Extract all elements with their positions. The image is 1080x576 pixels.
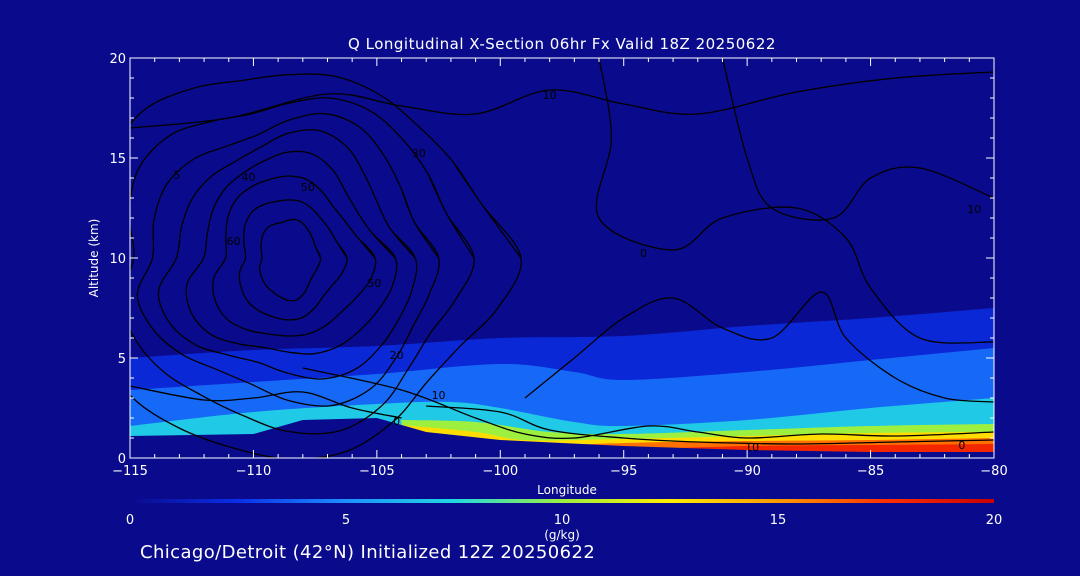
contour-label: 10 [745, 441, 759, 454]
plot-area: 10 30 5 40 50 60 0 50 20 10 0 10 0 10 [130, 58, 994, 458]
contour-line [130, 73, 522, 458]
colorbar-tick-label: 0 [126, 513, 134, 528]
colorbar-tick-label: 20 [986, 513, 1003, 528]
colorbar-tick-label: 10 [554, 513, 571, 528]
contour-label: 0 [958, 439, 965, 452]
colorbar [130, 499, 994, 503]
contour-label: 40 [241, 171, 255, 184]
x-tick-label: −115 [112, 464, 148, 479]
colorbar-label: (g/kg) [544, 528, 580, 542]
terrain [130, 418, 994, 458]
contour-label: 20 [390, 349, 404, 362]
x-tick-label: −80 [980, 464, 1007, 479]
contour-line [130, 385, 402, 419]
x-tick-label: −100 [482, 464, 518, 479]
y-tick-label: 0 [118, 452, 126, 467]
contour-line [212, 175, 377, 337]
contour-line [302, 367, 994, 440]
x-tick-label: −85 [857, 464, 884, 479]
contour-label: 10 [967, 203, 981, 216]
contour-label: 5 [173, 169, 180, 182]
y-tick-label: 20 [109, 52, 126, 67]
contour-line [721, 58, 994, 221]
contour-line [524, 291, 994, 403]
y-tick-label: 10 [109, 252, 126, 267]
contour-label: 50 [367, 277, 381, 290]
contour-line [238, 199, 348, 321]
contour-label: 10 [543, 89, 557, 102]
x-tick-label: −105 [359, 464, 395, 479]
contour-label: 0 [393, 415, 400, 428]
contour-label: 50 [301, 181, 315, 194]
x-tick-label: −90 [733, 464, 760, 479]
colorbar-tick-label: 5 [342, 513, 350, 528]
contour-line [157, 129, 418, 380]
contour-label: 0 [640, 247, 647, 260]
contour-line [130, 97, 475, 435]
contour-line [426, 405, 994, 445]
y-tick-label: 15 [109, 152, 126, 167]
colorbar-tick-label: 15 [770, 513, 787, 528]
contour-label: 10 [432, 389, 446, 402]
contour-line [595, 58, 994, 344]
x-axis-label: Longitude [537, 483, 597, 497]
contour-line [185, 150, 398, 355]
y-tick-label: 5 [118, 352, 126, 367]
footer-caption: Chicago/Detroit (42°N) Initialized 12Z 2… [140, 542, 596, 563]
contour-line [136, 112, 440, 407]
contour-label: 30 [412, 147, 426, 160]
contour-line [258, 218, 322, 302]
x-tick-label: −110 [236, 464, 272, 479]
y-axis-label: Altitude (km) [87, 219, 101, 298]
chart-title: Q Longitudinal X-Section 06hr Fx Valid 1… [348, 35, 776, 53]
x-tick-label: −95 [610, 464, 637, 479]
contour-label: 60 [227, 235, 241, 248]
contour-line [130, 71, 994, 129]
